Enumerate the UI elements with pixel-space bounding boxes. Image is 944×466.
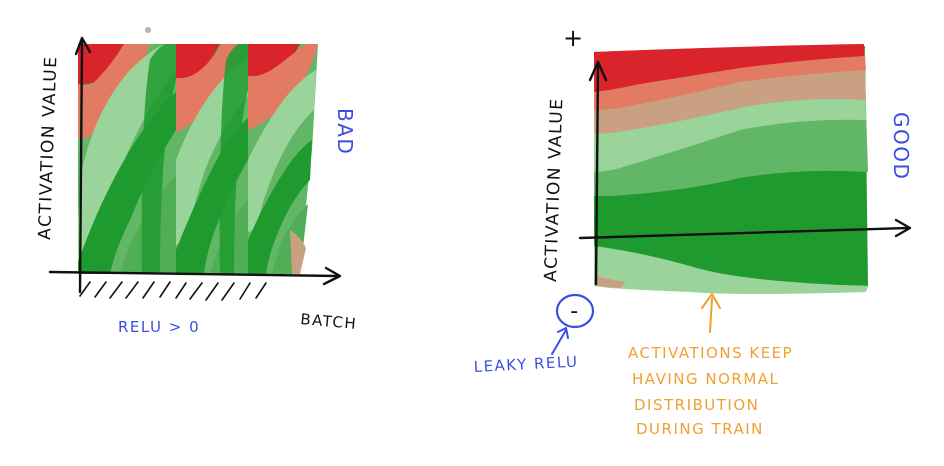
left-batch-segment-1 — [78, 44, 176, 274]
left-x-axis-label: BATCH — [300, 310, 358, 333]
left-y-axis-label: ACTIVATION VALUE — [35, 55, 61, 240]
left-x-arrow — [322, 266, 342, 286]
right-minus-marker: - — [551, 293, 595, 355]
left-panel: ACTIVATION VALUE BATCH BAD RELU > 0 — [35, 36, 358, 336]
left-y-arrow — [74, 36, 92, 56]
right-minus-sign: - — [570, 299, 579, 324]
right-x-axis — [578, 226, 910, 240]
right-verdict-label: GOOD — [889, 112, 913, 180]
right-activation-bands — [594, 44, 868, 294]
left-verdict-label: BAD — [333, 108, 357, 155]
right-minus-pointer-arrow — [551, 327, 569, 355]
right-note-line-3: DISTRIBUTION — [634, 396, 759, 414]
right-x-arrow — [894, 218, 912, 238]
right-note-line-4: DURING TRAIN — [636, 420, 764, 438]
right-axes — [578, 60, 912, 286]
right-plus-marker: + — [563, 24, 585, 52]
left-axes — [48, 36, 342, 294]
left-x-axis — [48, 270, 340, 278]
right-panel: + ACTIVATION VALUE GOOD - LEAKY RELU ACT… — [473, 24, 913, 438]
right-y-axis — [594, 62, 600, 286]
left-relu-region-label: RELU > 0 — [118, 318, 200, 336]
right-note: ACTIVATIONS KEEP HAVING NORMAL DISTRIBUT… — [628, 344, 793, 438]
left-relu-hatching — [79, 281, 267, 301]
right-note-line-1: ACTIVATIONS KEEP — [628, 344, 793, 362]
right-note-line-2: HAVING NORMAL — [632, 370, 779, 388]
stray-dot — [145, 27, 151, 33]
left-batch-segment-3 — [248, 44, 318, 274]
left-batch-segment-2 — [176, 44, 248, 274]
right-y-arrow — [588, 60, 608, 82]
left-y-axis — [78, 40, 84, 294]
right-function-label: LEAKY RELU — [473, 353, 579, 376]
right-note-pointer-arrow — [701, 293, 721, 333]
right-y-axis-label: ACTIVATION VALUE — [541, 97, 567, 282]
